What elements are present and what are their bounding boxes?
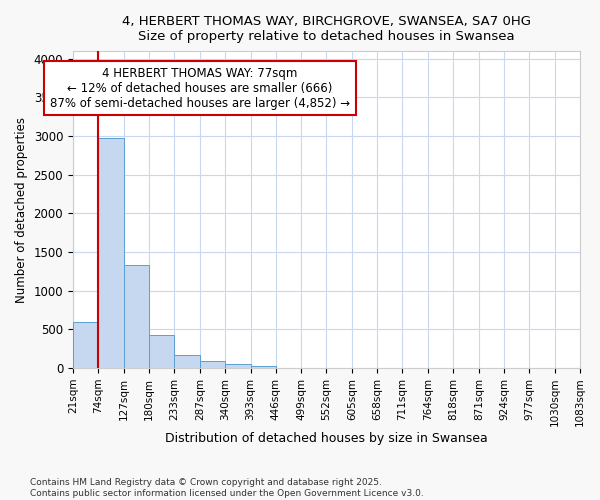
Bar bbox=[149, 335, 174, 368]
Title: 4, HERBERT THOMAS WAY, BIRCHGROVE, SWANSEA, SA7 0HG
Size of property relative to: 4, HERBERT THOMAS WAY, BIRCHGROVE, SWANS… bbox=[122, 15, 531, 43]
Bar bbox=[225, 364, 251, 368]
Bar bbox=[73, 322, 98, 368]
Y-axis label: Number of detached properties: Number of detached properties bbox=[15, 116, 28, 302]
Text: Contains HM Land Registry data © Crown copyright and database right 2025.
Contai: Contains HM Land Registry data © Crown c… bbox=[30, 478, 424, 498]
Bar bbox=[251, 366, 276, 368]
Bar bbox=[98, 138, 124, 368]
Bar bbox=[124, 266, 149, 368]
Bar bbox=[174, 355, 200, 368]
Text: 4 HERBERT THOMAS WAY: 77sqm
← 12% of detached houses are smaller (666)
87% of se: 4 HERBERT THOMAS WAY: 77sqm ← 12% of det… bbox=[50, 66, 350, 110]
Bar bbox=[200, 361, 225, 368]
X-axis label: Distribution of detached houses by size in Swansea: Distribution of detached houses by size … bbox=[165, 432, 488, 445]
